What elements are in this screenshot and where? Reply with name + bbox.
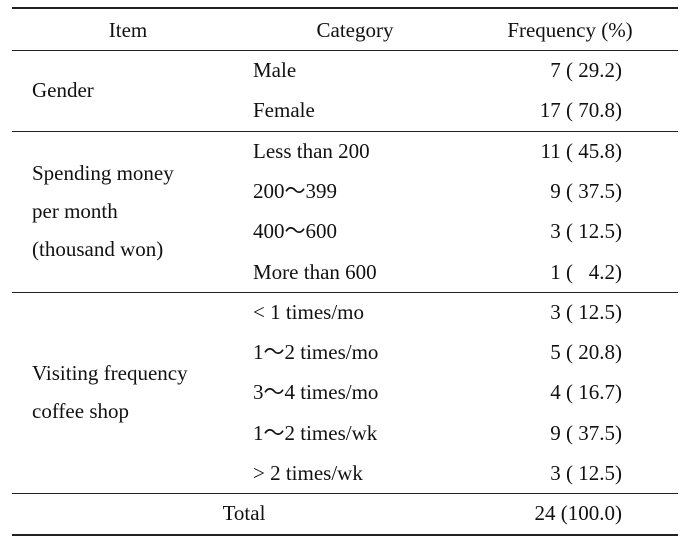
frequency-cell: 3 ( 12.5) [550, 299, 622, 324]
category-cell: 1～2 times/wk [253, 420, 378, 445]
item-cell: Visiting frequency [32, 361, 188, 386]
frequency-cell: 5 ( 20.8) [550, 340, 622, 365]
item-cell: coffee shop [32, 399, 129, 424]
header-cell: Item [108, 18, 148, 42]
total-value: 24 (100.0) [534, 501, 623, 526]
item-cell: per month [32, 199, 118, 224]
category-cell: More than 600 [253, 259, 377, 284]
header-cell: Category [316, 18, 394, 42]
total-label: Total [222, 501, 266, 526]
category-cell: < 1 times/mo [253, 299, 365, 324]
frequency-cell: 1 ( 4.2) [550, 259, 622, 284]
category-cell: Female [253, 98, 315, 123]
rule [12, 493, 678, 495]
frequency-cell: 3 ( 12.5) [550, 461, 622, 485]
frequency-cell: 3 ( 12.5) [550, 219, 622, 244]
rule [12, 291, 678, 293]
rule [12, 50, 678, 51]
category-cell: 1～2 times/mo [253, 340, 379, 365]
item-cell: Spending money [32, 161, 174, 186]
category-cell: > 2 times/wk [253, 461, 363, 485]
category-cell: 200～399 [253, 178, 337, 203]
rule [12, 7, 678, 9]
category-cell: Male [253, 58, 297, 82]
frequency-cell: 9 ( 37.5) [550, 178, 622, 203]
item-cell: (thousand won) [32, 237, 164, 262]
frequency-cell: 17 ( 70.8) [539, 98, 622, 123]
frequency-cell: 4 ( 16.7) [550, 380, 622, 405]
category-cell: 3～4 times/mo [253, 380, 379, 405]
rule [12, 130, 678, 132]
header-cell: Frequency (%) [507, 18, 633, 42]
item-cell: Gender [32, 78, 94, 103]
frequency-cell: 7 ( 29.2) [550, 58, 622, 82]
rule [12, 534, 678, 537]
category-cell: 400～600 [253, 219, 337, 244]
category-cell: Less than 200 [253, 138, 370, 163]
frequency-cell: 9 ( 37.5) [550, 420, 622, 445]
frequency-cell: 11 ( 45.8) [540, 138, 622, 163]
